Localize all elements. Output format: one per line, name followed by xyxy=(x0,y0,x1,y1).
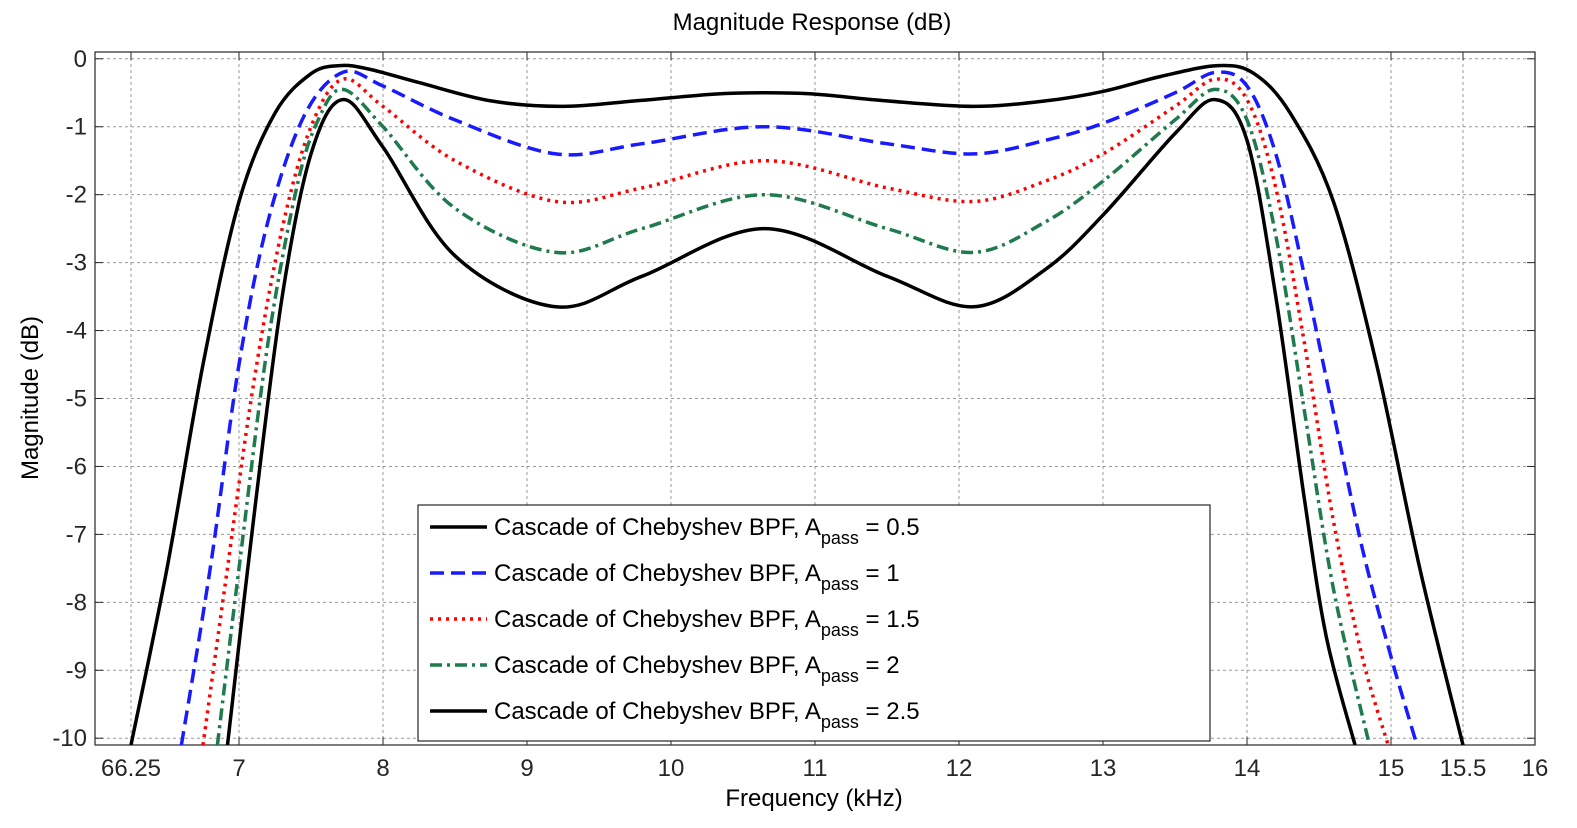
y-tick-label: -9 xyxy=(66,657,87,684)
chart-title: Magnitude Response (dB) xyxy=(673,9,952,36)
x-tick-label: 7 xyxy=(232,755,245,782)
x-tick-label: 11 xyxy=(803,755,828,782)
x-tick-label: 9 xyxy=(520,755,533,782)
y-tick-label: -6 xyxy=(66,453,87,480)
x-axis-ticks: 66.25 7 8 9 10 11 12 13 14 15 15.5 16 xyxy=(101,52,1548,782)
legend-label-2: Cascade of Chebyshev BPF, Apass = 1 xyxy=(494,560,900,594)
x-tick-label: 10 xyxy=(658,755,685,782)
y-tick-label: -1 xyxy=(66,114,87,141)
x-tick-label: 66.25 xyxy=(101,755,161,782)
y-axis-label: Magnitude (dB) xyxy=(17,316,44,480)
legend-label-3: Cascade of Chebyshev BPF, Apass = 1.5 xyxy=(494,606,920,640)
series-line-3 xyxy=(201,77,1390,745)
x-tick-label: 12 xyxy=(946,755,973,782)
series-line-1 xyxy=(129,63,1465,745)
y-tick-label: -2 xyxy=(66,182,87,209)
legend-box xyxy=(417,504,1211,742)
legend-label-4: Cascade of Chebyshev BPF, Apass = 2 xyxy=(494,652,900,686)
y-tick-label: -3 xyxy=(66,250,87,277)
series-line-4 xyxy=(215,87,1372,745)
legend-label-5: Cascade of Chebyshev BPF, Apass = 2.5 xyxy=(494,698,920,732)
x-tick-label: 8 xyxy=(376,755,389,782)
x-axis-label: Frequency (kHz) xyxy=(725,785,902,812)
y-tick-label: -8 xyxy=(66,589,87,616)
grid-lines xyxy=(95,52,1536,745)
x-tick-label: 13 xyxy=(1090,755,1117,782)
y-tick-label: -4 xyxy=(66,318,87,345)
series-line-2 xyxy=(179,69,1419,745)
x-tick-label: 14 xyxy=(1234,755,1261,782)
y-tick-label: -5 xyxy=(66,386,87,413)
y-tick-label: 0 xyxy=(74,46,87,73)
x-tick-label: 15 xyxy=(1378,755,1405,782)
series-lines xyxy=(129,63,1465,745)
y-tick-label: -10 xyxy=(52,725,87,752)
legend-label-1: Cascade of Chebyshev BPF, Apass = 0.5 xyxy=(494,514,920,548)
y-tick-label: -7 xyxy=(66,521,87,548)
y-axis-ticks: 0 -1 -2 -3 -4 -5 -6 -7 -8 -9 -10 xyxy=(52,46,1535,752)
legend: Cascade of Chebyshev BPF, Apass = 0.5 Cas… xyxy=(417,504,1211,742)
series-line-5 xyxy=(225,97,1357,745)
x-tick-label: 16 xyxy=(1522,755,1549,782)
x-tick-label: 15.5 xyxy=(1440,755,1487,782)
